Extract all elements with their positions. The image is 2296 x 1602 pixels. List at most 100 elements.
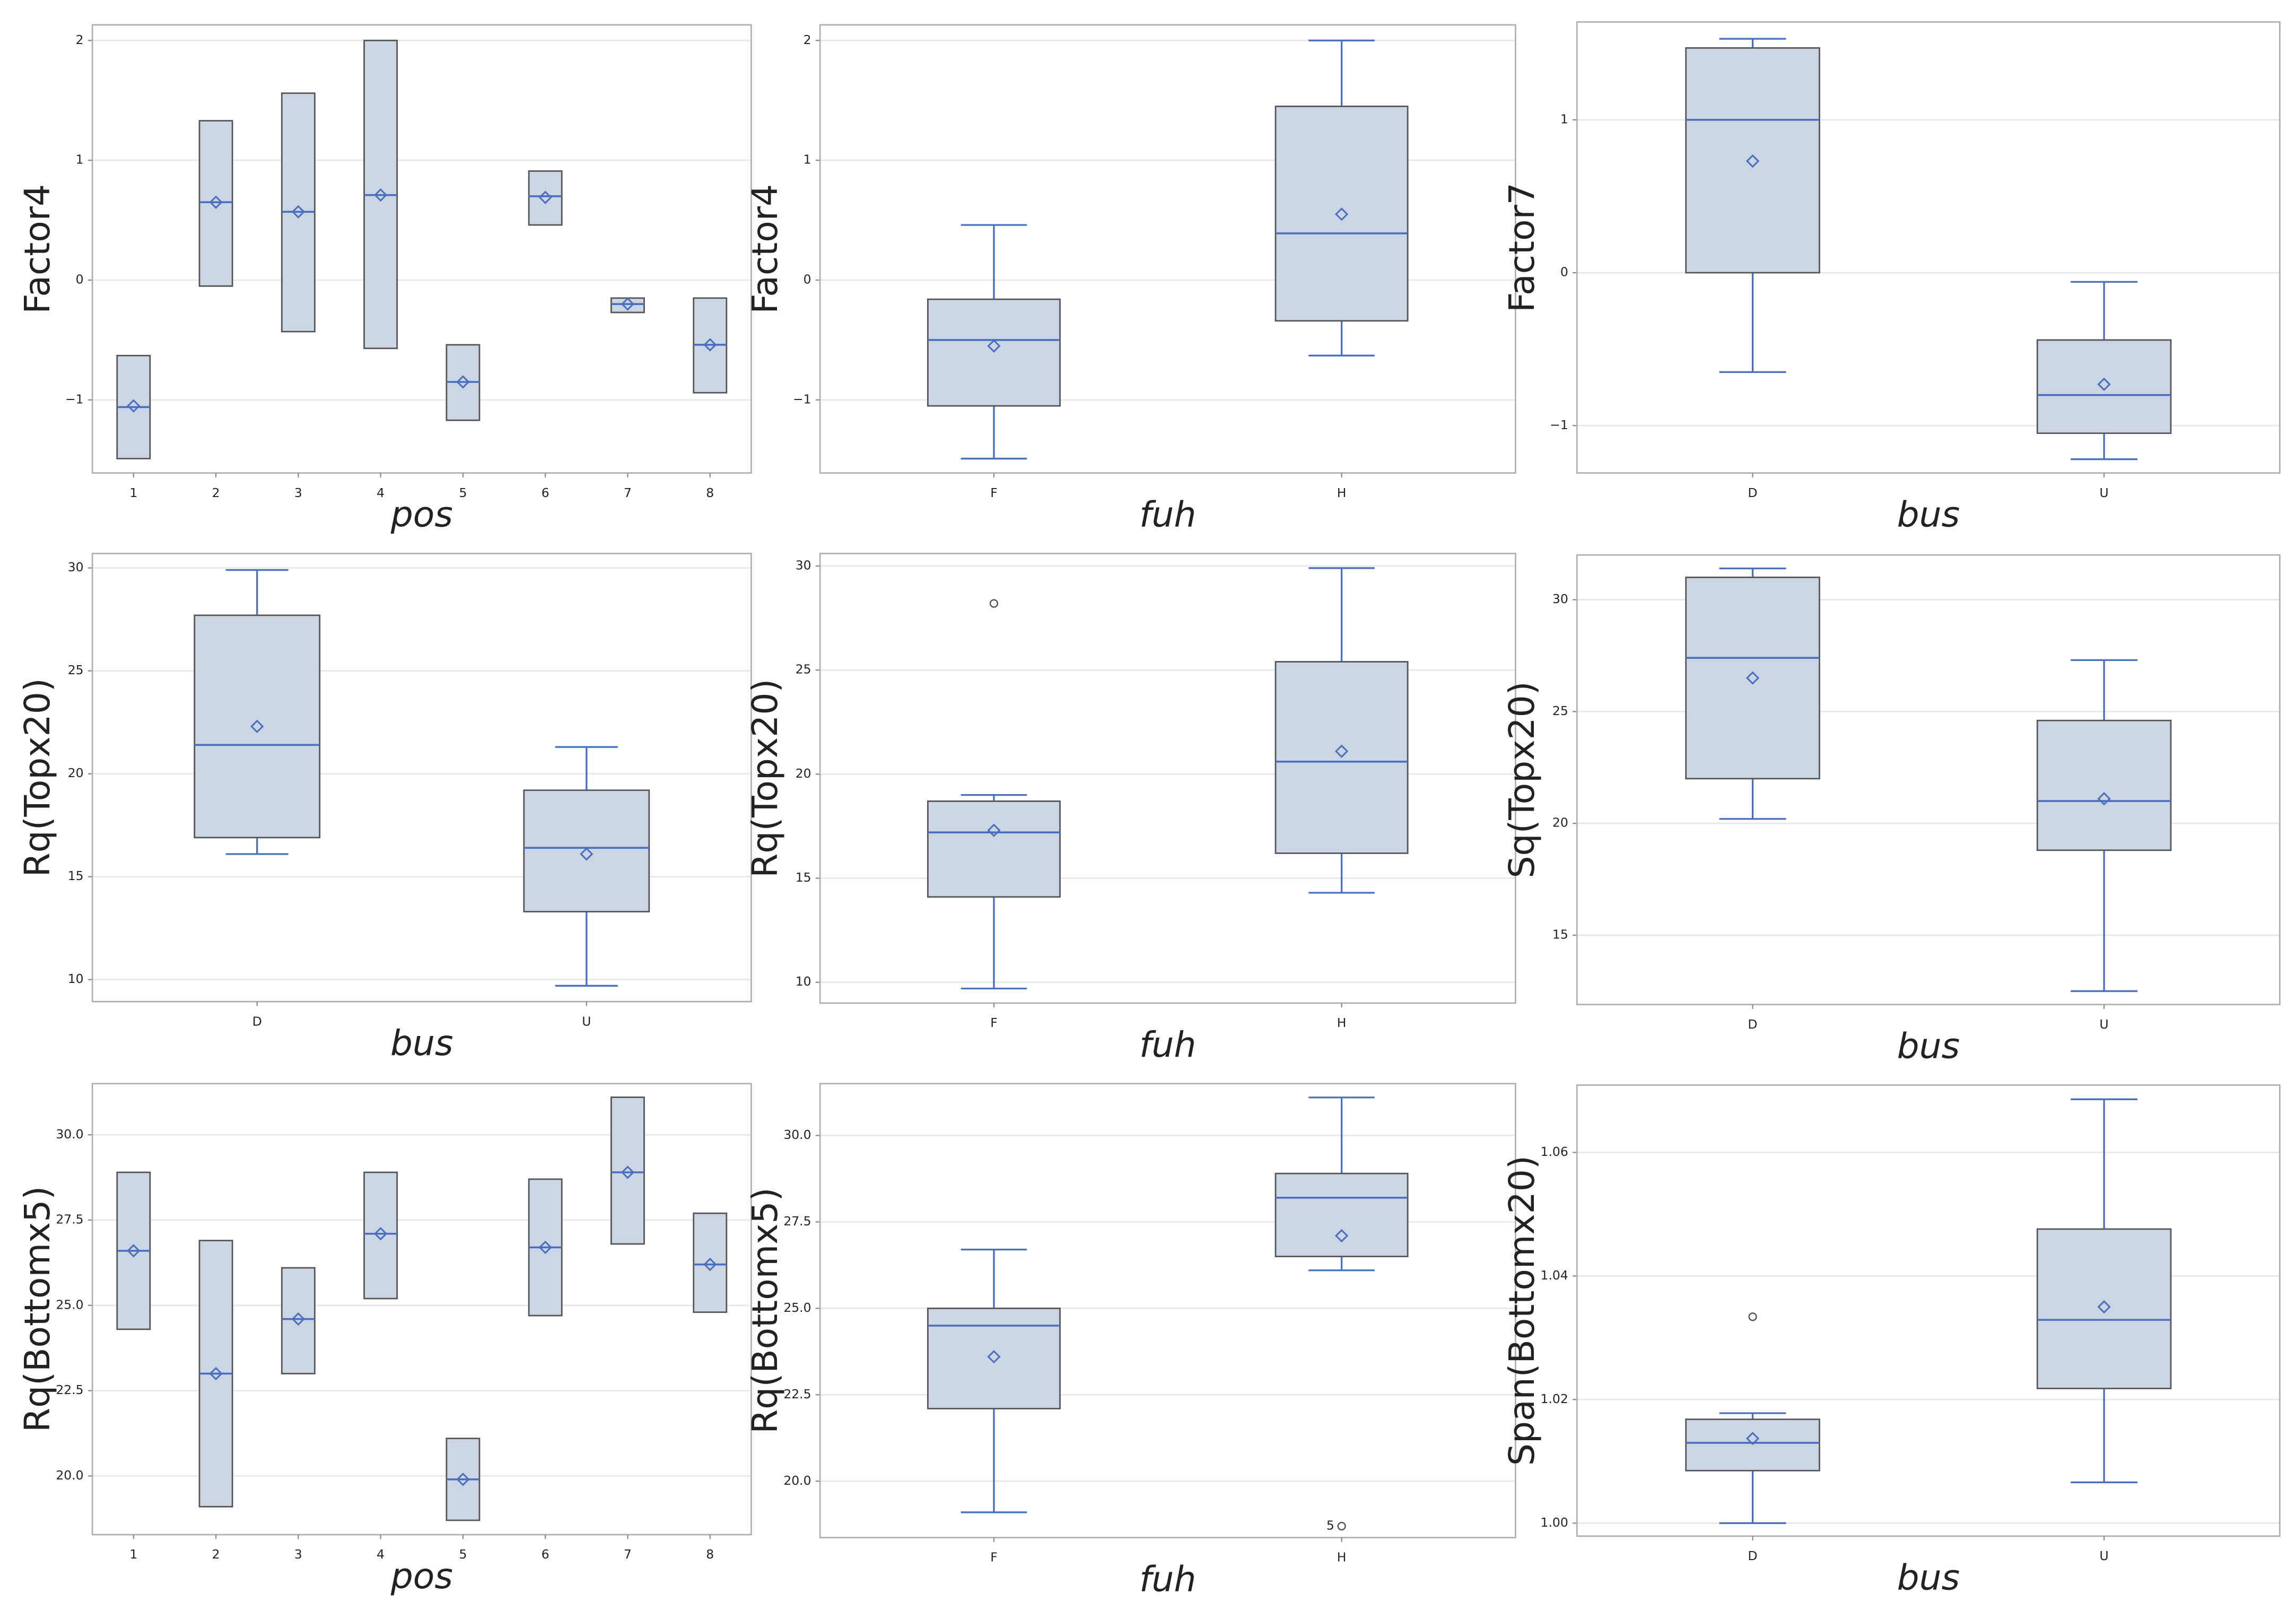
y-tick-label: 20.0: [56, 1468, 83, 1483]
y-axis-label: Factor7: [1501, 182, 1542, 312]
mean-marker: [621, 1165, 635, 1179]
mean-marker: [1334, 207, 1349, 221]
panel: 10 15 20 25 30 Rq(Topx20) bus D U: [17, 553, 752, 1064]
mean-marker: [2097, 1300, 2111, 1314]
y-tick-label: 15: [796, 870, 811, 885]
box: [1274, 106, 1409, 322]
box: [198, 120, 233, 287]
plot-frame: [91, 553, 752, 1003]
plot-frame: [1576, 554, 2281, 1006]
y-axis-label: Rq(Topx20): [745, 679, 785, 878]
x-tick-label: D: [1748, 485, 1758, 500]
y-axis-label: Span(Bottomx20): [1501, 1155, 1542, 1466]
mean-marker: [1745, 671, 1760, 685]
x-tick-label: 3: [294, 485, 302, 500]
x-tick-label: 1: [129, 1547, 137, 1562]
mean-marker: [456, 375, 470, 389]
plot-frame: [819, 1083, 1516, 1538]
box: [2036, 339, 2172, 434]
y-tick-label: −1: [1550, 417, 1568, 432]
plot-frame: [91, 24, 752, 474]
box: [363, 1171, 398, 1300]
x-tick-label: 8: [706, 485, 714, 500]
y-tick-label: −1: [65, 391, 84, 406]
box: [1685, 577, 1820, 780]
x-tick-label: 8: [706, 1547, 714, 1562]
mean-marker: [127, 1244, 141, 1258]
y-tick-label: 20: [796, 766, 811, 781]
y-tick-label: 25: [796, 662, 811, 677]
y-tick-label: 25: [68, 663, 84, 677]
mean-marker: [1334, 744, 1349, 758]
mean-marker: [291, 205, 305, 219]
y-axis-label: Rq(Bottomx5): [745, 1188, 785, 1434]
x-tick-label: 6: [542, 485, 549, 500]
mean-marker: [538, 190, 552, 204]
y-tick-label: −1: [793, 391, 811, 406]
y-axis-label: Rq(Topx20): [17, 678, 58, 877]
mean-marker: [456, 1473, 470, 1486]
y-axis-label: Rq(Bottomx5): [17, 1186, 58, 1432]
y-tick-label: 1: [76, 152, 84, 167]
box: [523, 789, 650, 913]
y-tick-label: 30: [1552, 591, 1568, 606]
x-axis-label: bus: [1897, 1557, 1960, 1598]
y-tick-label: 1.06: [1541, 1144, 1568, 1159]
mean-marker: [374, 188, 388, 202]
panel: 20.0 22.5 25.0 27.5 30.0 Rq(Bottomx5) pos 1 2 3 4 5…: [17, 1083, 752, 1597]
panel: 15 20 25 30 Sq(Topx20) bus D U: [1501, 554, 2281, 1067]
y-tick-label: 30: [68, 560, 84, 574]
x-tick-label: 5: [459, 1547, 467, 1562]
x-tick-label: H: [1337, 1550, 1347, 1565]
panel: 10 15 20 25 30 Rq(Topx20) fuh F H: [745, 553, 1516, 1065]
y-tick-label: 27.5: [783, 1214, 811, 1229]
y-tick-label: 1.04: [1541, 1268, 1568, 1283]
y-axis-label: Sq(Topx20): [1501, 681, 1542, 878]
x-tick-label: D: [1748, 1017, 1758, 1032]
y-tick-label: 20: [1552, 815, 1568, 830]
mean-marker: [580, 847, 593, 861]
y-tick-label: 2: [76, 32, 84, 47]
y-tick-label: 20.0: [783, 1473, 811, 1488]
y-tick-label: 1.00: [1541, 1515, 1568, 1530]
mean-marker: [987, 1350, 1001, 1364]
x-axis-label: bus: [1897, 494, 1960, 535]
x-axis-label: fuh: [1139, 1559, 1196, 1599]
x-tick-label: 2: [212, 1547, 220, 1562]
x-tick-label: H: [1337, 1015, 1347, 1030]
mean-marker: [2097, 377, 2111, 391]
outlier: [989, 599, 999, 608]
x-tick-label: 6: [542, 1547, 549, 1562]
y-tick-label: 25.0: [783, 1300, 811, 1315]
plot-frame: [819, 24, 1516, 474]
panel: −1 0 1 Factor7 bus D U: [1501, 21, 2281, 535]
y-tick-label: 0: [804, 272, 811, 287]
x-axis-label: bus: [390, 1023, 453, 1064]
panel: 20.0 22.5 25.0 27.5 30.0 Rq(Bottomx5) fuh F H 5: [745, 1083, 1516, 1599]
panel: −1 0 1 2 Factor4 pos 1 2 3 4 5 6 7 8: [17, 24, 752, 535]
y-tick-label: 27.5: [56, 1212, 83, 1227]
mean-marker: [374, 1227, 388, 1241]
x-tick-label: 1: [129, 485, 137, 500]
box: [528, 170, 563, 226]
x-tick-label: U: [2100, 1017, 2109, 1032]
box: [927, 800, 1061, 898]
x-tick-label: F: [990, 485, 997, 500]
y-axis-label: Factor4: [17, 184, 58, 314]
mean-marker: [127, 399, 141, 413]
x-tick-label: 5: [459, 485, 467, 500]
x-tick-label: F: [990, 1015, 997, 1030]
y-tick-label: 10: [68, 971, 84, 986]
mean-marker: [209, 195, 223, 209]
x-tick-label: 3: [294, 1547, 302, 1562]
x-tick-label: D: [1748, 1548, 1758, 1563]
mean-marker: [987, 339, 1001, 353]
x-tick-label: F: [990, 1550, 997, 1565]
box: [2036, 719, 2172, 851]
plot-frame: [1576, 1084, 2281, 1537]
box: [693, 1212, 728, 1313]
x-tick-label: U: [2100, 485, 2109, 500]
